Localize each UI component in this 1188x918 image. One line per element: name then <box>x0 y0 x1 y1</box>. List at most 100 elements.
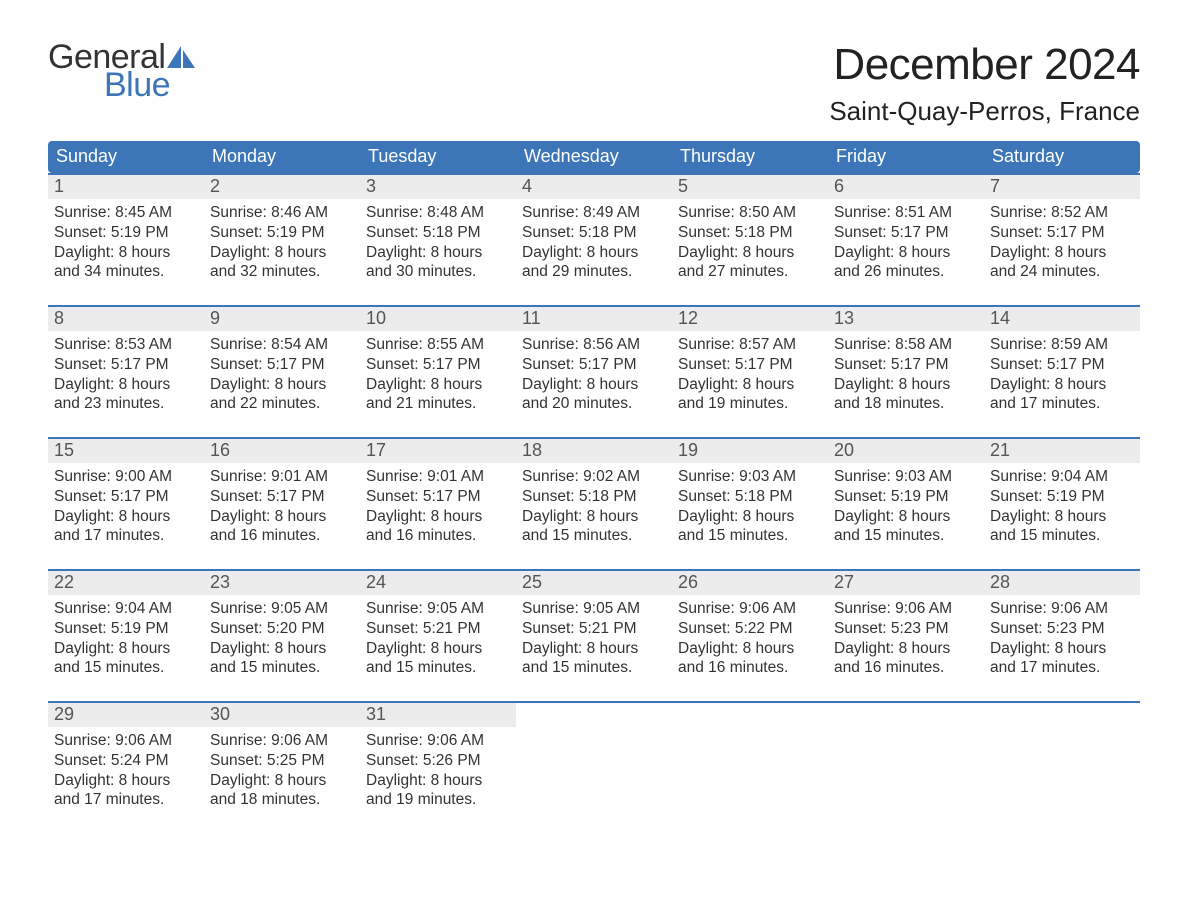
sunrise-line: Sunrise: 9:00 AM <box>54 467 198 487</box>
day-cell: 28 Sunrise: 9:06 AMSunset: 5:23 PMDayligh… <box>984 571 1140 683</box>
daylight-line: Daylight: 8 hours and 27 minutes. <box>678 243 822 283</box>
weekday-friday: Friday <box>828 141 984 173</box>
day-number: 15 <box>48 439 204 463</box>
sunrise-line: Sunrise: 9:06 AM <box>366 731 510 751</box>
weekday-tuesday: Tuesday <box>360 141 516 173</box>
day-body: Sunrise: 9:06 AMSunset: 5:23 PMDaylight:… <box>828 595 984 680</box>
sunrise-line: Sunrise: 8:55 AM <box>366 335 510 355</box>
weekday-monday: Monday <box>204 141 360 173</box>
day-body: Sunrise: 8:55 AMSunset: 5:17 PMDaylight:… <box>360 331 516 416</box>
day-cell: 25Sunrise: 9:05 AMSunset: 5:21 PMDayligh… <box>516 571 672 683</box>
sunset-line: Sunset: 5:18 PM <box>522 223 666 243</box>
day-number: 18 <box>516 439 672 463</box>
sunset-line: Sunset: 5:17 PM <box>210 487 354 507</box>
day-cell: 18Sunrise: 9:02 AMSunset: 5:18 PMDayligh… <box>516 439 672 551</box>
daylight-line: Daylight: 8 hours and 16 minutes. <box>210 507 354 547</box>
sunset-line: Sunset: 5:22 PM <box>678 619 822 639</box>
sunset-line: Sunset: 5:17 PM <box>834 355 978 375</box>
day-body: Sunrise: 9:04 AMSunset: 5:19 PMDaylight:… <box>984 463 1140 548</box>
day-number: 29 <box>48 703 204 727</box>
day-number: 4 <box>516 175 672 199</box>
sunset-line: Sunset: 5:17 PM <box>54 355 198 375</box>
sunrise-line: Sunrise: 9:06 AM <box>210 731 354 751</box>
day-number: 10 <box>360 307 516 331</box>
sunset-line: Sunset: 5:24 PM <box>54 751 198 771</box>
sunrise-line: Sunrise: 9:05 AM <box>366 599 510 619</box>
sunrise-line: Sunrise: 9:04 AM <box>54 599 198 619</box>
daylight-line: Daylight: 8 hours and 19 minutes. <box>366 771 510 811</box>
day-cell: 26Sunrise: 9:06 AMSunset: 5:22 PMDayligh… <box>672 571 828 683</box>
day-cell: 31Sunrise: 9:06 AMSunset: 5:26 PMDayligh… <box>360 703 516 815</box>
day-number: 17 <box>360 439 516 463</box>
day-cell: 6Sunrise: 8:51 AMSunset: 5:17 PMDaylight… <box>828 175 984 287</box>
empty-day-cell <box>516 703 672 815</box>
sunset-line: Sunset: 5:18 PM <box>522 487 666 507</box>
day-number: 31 <box>360 703 516 727</box>
day-cell: 7Sunrise: 8:52 AMSunset: 5:17 PMDaylight… <box>984 175 1140 287</box>
sunset-line: Sunset: 5:26 PM <box>366 751 510 771</box>
sunset-line: Sunset: 5:17 PM <box>210 355 354 375</box>
daylight-line: Daylight: 8 hours and 16 minutes. <box>366 507 510 547</box>
day-number: 6 <box>828 175 984 199</box>
day-number: 28 <box>984 571 1140 595</box>
sunset-line: Sunset: 5:21 PM <box>522 619 666 639</box>
day-number: 13 <box>828 307 984 331</box>
sunset-line: Sunset: 5:17 PM <box>990 355 1134 375</box>
day-number: 21 <box>984 439 1140 463</box>
sunrise-line: Sunrise: 9:05 AM <box>522 599 666 619</box>
day-cell: 27Sunrise: 9:06 AMSunset: 5:23 PMDayligh… <box>828 571 984 683</box>
day-body: Sunrise: 8:50 AMSunset: 5:18 PMDaylight:… <box>672 199 828 284</box>
weekday-thursday: Thursday <box>672 141 828 173</box>
sunset-line: Sunset: 5:20 PM <box>210 619 354 639</box>
sunset-line: Sunset: 5:17 PM <box>990 223 1134 243</box>
empty-day-cell <box>828 703 984 815</box>
calendar: SundayMondayTuesdayWednesdayThursdayFrid… <box>48 141 1140 815</box>
day-body: Sunrise: 8:45 AMSunset: 5:19 PMDaylight:… <box>48 199 204 284</box>
day-number: 2 <box>204 175 360 199</box>
daylight-line: Daylight: 8 hours and 23 minutes. <box>54 375 198 415</box>
day-cell: 20Sunrise: 9:03 AMSunset: 5:19 PMDayligh… <box>828 439 984 551</box>
day-cell: 29Sunrise: 9:06 AMSunset: 5:24 PMDayligh… <box>48 703 204 815</box>
sunrise-line: Sunrise: 8:54 AM <box>210 335 354 355</box>
day-body: Sunrise: 8:51 AMSunset: 5:17 PMDaylight:… <box>828 199 984 284</box>
day-cell: 2Sunrise: 8:46 AMSunset: 5:19 PMDaylight… <box>204 175 360 287</box>
day-body: Sunrise: 8:53 AMSunset: 5:17 PMDaylight:… <box>48 331 204 416</box>
day-number: 22 <box>48 571 204 595</box>
day-body: Sunrise: 8:59 AMSunset: 5:17 PMDaylight:… <box>984 331 1140 416</box>
sunset-line: Sunset: 5:23 PM <box>990 619 1134 639</box>
weekday-saturday: Saturday <box>984 141 1140 173</box>
daylight-line: Daylight: 8 hours and 18 minutes. <box>834 375 978 415</box>
day-cell: 17Sunrise: 9:01 AMSunset: 5:17 PMDayligh… <box>360 439 516 551</box>
day-body: Sunrise: 9:05 AMSunset: 5:21 PMDaylight:… <box>360 595 516 680</box>
day-cell: 8Sunrise: 8:53 AMSunset: 5:17 PMDaylight… <box>48 307 204 419</box>
sunset-line: Sunset: 5:17 PM <box>54 487 198 507</box>
sunrise-line: Sunrise: 9:01 AM <box>366 467 510 487</box>
title-block: December 2024 Saint-Quay-Perros, France <box>829 40 1140 127</box>
day-body: Sunrise: 8:52 AMSunset: 5:17 PMDaylight:… <box>984 199 1140 284</box>
sunrise-line: Sunrise: 8:59 AM <box>990 335 1134 355</box>
daylight-line: Daylight: 8 hours and 17 minutes. <box>990 375 1134 415</box>
daylight-line: Daylight: 8 hours and 17 minutes. <box>990 639 1134 679</box>
header: General Blue December 2024 Saint-Quay-Pe… <box>48 40 1140 127</box>
empty-day-cell <box>672 703 828 815</box>
sunset-line: Sunset: 5:19 PM <box>210 223 354 243</box>
sunset-line: Sunset: 5:19 PM <box>990 487 1134 507</box>
daylight-line: Daylight: 8 hours and 29 minutes. <box>522 243 666 283</box>
sunset-line: Sunset: 5:21 PM <box>366 619 510 639</box>
day-body: Sunrise: 8:57 AMSunset: 5:17 PMDaylight:… <box>672 331 828 416</box>
day-number: 26 <box>672 571 828 595</box>
sunrise-line: Sunrise: 8:57 AM <box>678 335 822 355</box>
day-number: 19 <box>672 439 828 463</box>
sunrise-line: Sunrise: 8:58 AM <box>834 335 978 355</box>
sunrise-line: Sunrise: 8:46 AM <box>210 203 354 223</box>
day-number: 1 <box>48 175 204 199</box>
day-cell: 22Sunrise: 9:04 AMSunset: 5:19 PMDayligh… <box>48 571 204 683</box>
day-cell: 23Sunrise: 9:05 AMSunset: 5:20 PMDayligh… <box>204 571 360 683</box>
sunrise-line: Sunrise: 9:05 AM <box>210 599 354 619</box>
day-body: Sunrise: 9:06 AMSunset: 5:26 PMDaylight:… <box>360 727 516 812</box>
sunrise-line: Sunrise: 9:06 AM <box>990 599 1134 619</box>
sunset-line: Sunset: 5:18 PM <box>366 223 510 243</box>
sunrise-line: Sunrise: 9:03 AM <box>834 467 978 487</box>
week-row: 22Sunrise: 9:04 AMSunset: 5:19 PMDayligh… <box>48 569 1140 683</box>
sunrise-line: Sunrise: 9:01 AM <box>210 467 354 487</box>
